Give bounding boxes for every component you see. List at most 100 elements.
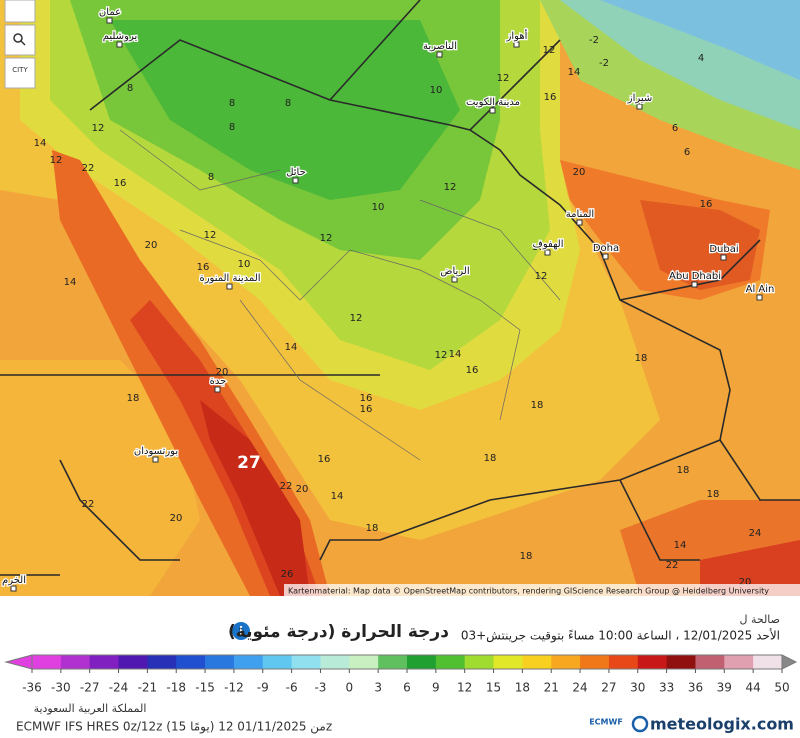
- scale-tick-label: 50: [774, 681, 789, 695]
- temperature-label: 22: [280, 481, 293, 492]
- temperature-label: 14: [34, 138, 47, 149]
- city-marker: [116, 41, 123, 48]
- temperature-label: 14: [285, 342, 298, 353]
- city-marker: [489, 107, 496, 114]
- city-button[interactable]: [4, 57, 36, 89]
- temperature-label: 27: [237, 453, 261, 473]
- scale-tick-label: 39: [717, 681, 732, 695]
- city-button-label: CITY: [12, 66, 28, 74]
- zoom-button[interactable]: [4, 24, 36, 56]
- info-icon-label: i: [239, 625, 243, 639]
- city-marker: [226, 283, 233, 290]
- city-marker: [691, 281, 698, 288]
- scale-tick-label: -27: [80, 681, 100, 695]
- city-label: حائل: [286, 167, 306, 178]
- zoom-icon: [13, 33, 23, 43]
- scale-tick-label: 6: [403, 681, 411, 695]
- temperature-label: 22: [666, 560, 679, 571]
- scale-tick-label: 18: [515, 681, 530, 695]
- temperature-label: 20: [216, 367, 229, 378]
- temperature-label: 22: [82, 163, 95, 174]
- scale-tick-label: -6: [286, 681, 298, 695]
- scale-segment: [147, 655, 177, 669]
- scale-tick-label: -3: [314, 681, 326, 695]
- temperature-label: 20: [573, 167, 586, 178]
- temperature-label: 16: [544, 92, 557, 103]
- temperature-label: 14: [674, 540, 687, 551]
- scale-segment: [349, 655, 379, 669]
- logo[interactable]: meteologix.com: [650, 715, 794, 734]
- scale-tick-label: 21: [544, 681, 559, 695]
- temperature-label: 16: [466, 365, 479, 376]
- temperature-label: 6: [684, 147, 690, 158]
- scale-segment: [262, 655, 293, 669]
- temperature-label: 8: [208, 172, 214, 183]
- temperature-label: 16: [532, 242, 545, 253]
- city-label: المنامة: [566, 209, 594, 220]
- temperature-label: 18: [635, 353, 648, 364]
- scale-tick-label: 24: [572, 681, 587, 695]
- city-label: مدينة الكويت: [466, 97, 520, 108]
- scale-tick-label: 0: [345, 681, 353, 695]
- temperature-label: 20: [296, 484, 309, 495]
- temperature-label: 16: [197, 262, 210, 273]
- city-label: عمان: [99, 7, 121, 18]
- ecmwf-logo: ECMWF: [589, 718, 623, 727]
- city-label: الناصرية: [423, 41, 457, 52]
- scale-tick-label: -15: [195, 681, 215, 695]
- scale-tick-label: 27: [601, 681, 616, 695]
- temperature-label: 10: [238, 259, 251, 270]
- city-marker: [513, 41, 520, 48]
- city-label: الخرم: [2, 575, 26, 586]
- scale-segment: [493, 655, 523, 669]
- temperature-label: 12: [435, 350, 448, 361]
- home-button[interactable]: [4, 0, 36, 23]
- temperature-label: 14: [331, 491, 344, 502]
- temperature-label: 26: [281, 569, 294, 580]
- temperature-label: 12: [204, 230, 217, 241]
- temperature-label: 20: [739, 577, 752, 588]
- scale-segment: [407, 655, 437, 669]
- scale-segment: [60, 655, 91, 669]
- scale-segment: [580, 655, 610, 669]
- zoom-icon: [20, 40, 26, 46]
- city-marker: [436, 51, 443, 58]
- city-marker: [292, 177, 299, 184]
- scale-segment: [435, 655, 466, 669]
- city-marker: [720, 254, 727, 261]
- scale-segment: [32, 655, 62, 669]
- attribution: Kartenmaterial: Map data © OpenStreetMap…: [288, 587, 769, 596]
- city-label: الرياض: [440, 266, 469, 277]
- scale-segment: [118, 655, 148, 669]
- temperature-label: 8: [229, 122, 235, 133]
- scale-segment: [233, 655, 264, 669]
- region: المملكة العربية السعودية: [34, 702, 147, 715]
- logo-icon: [631, 715, 649, 733]
- scale-segment: [551, 655, 581, 669]
- temperature-label: 12: [320, 233, 333, 244]
- scale-segment: [320, 655, 350, 669]
- temperature-label: 20: [170, 513, 183, 524]
- temperature-label: 18: [520, 551, 533, 562]
- temperature-label: 18: [531, 400, 544, 411]
- attribution-bg: [284, 584, 800, 596]
- temperature-label: -2: [599, 58, 609, 69]
- city-marker: [106, 17, 113, 24]
- temperature-label: 12: [350, 313, 363, 324]
- temperature-label: 18: [127, 393, 140, 404]
- scale-tick-label: -36: [22, 681, 42, 695]
- city-marker: [544, 249, 551, 256]
- scale-segment: [205, 655, 235, 669]
- scale-segment: [176, 655, 206, 669]
- scale-segment: [89, 655, 120, 669]
- temperature-label: 20: [145, 240, 158, 251]
- scale-tick-label: -12: [224, 681, 244, 695]
- scale-segment: [608, 655, 639, 669]
- info-icon[interactable]: [232, 622, 250, 640]
- scale-tick-label: -9: [257, 681, 269, 695]
- city-label: شيراز: [627, 93, 653, 104]
- temperature-label: 18: [677, 465, 690, 476]
- temperature-label: 18: [484, 453, 497, 464]
